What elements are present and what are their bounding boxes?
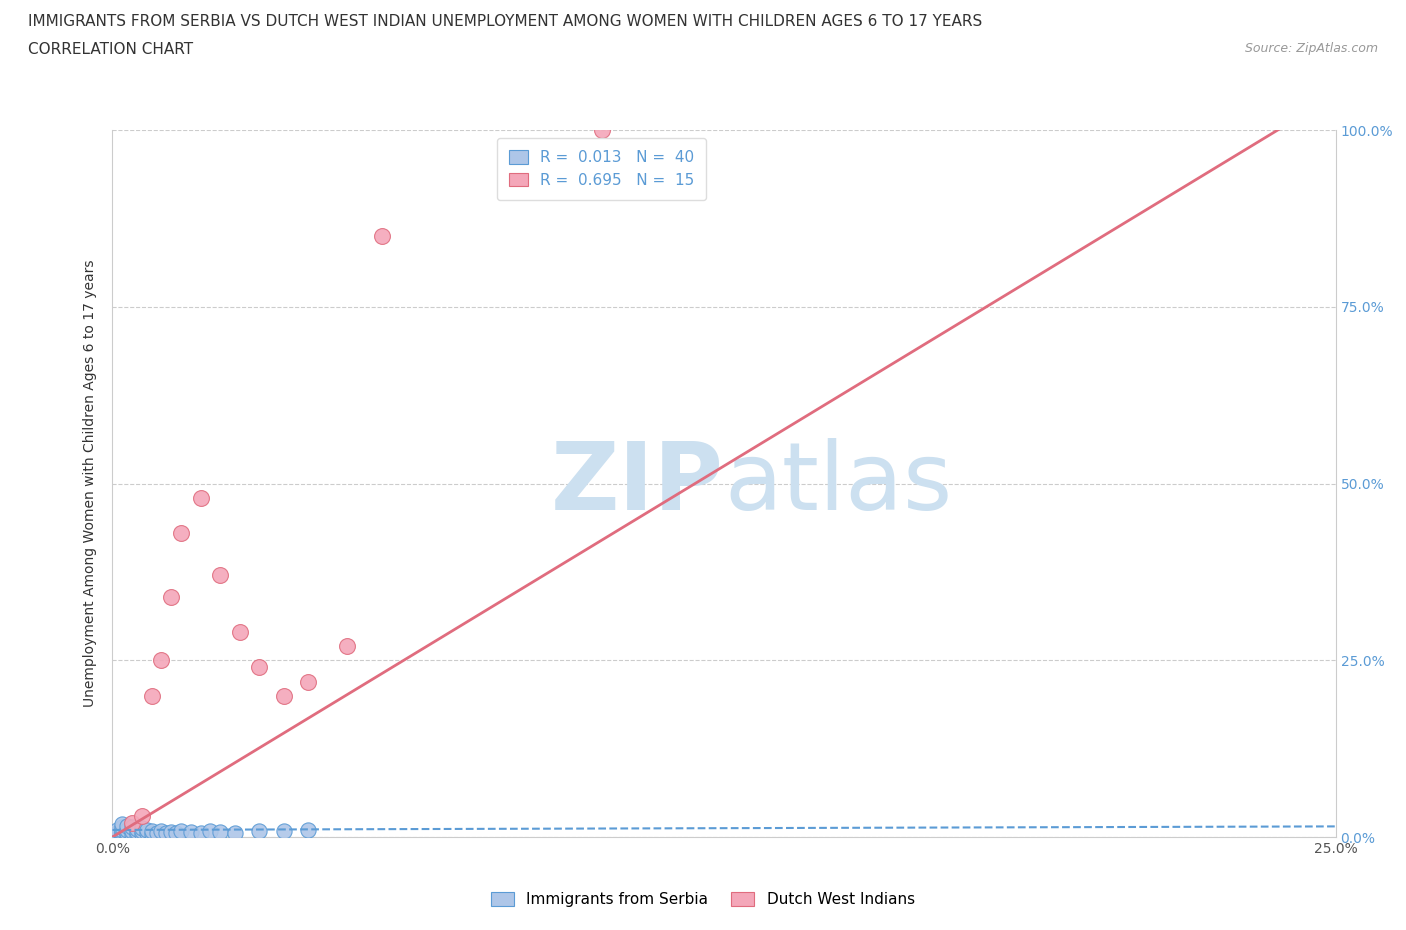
Point — [121, 819, 143, 834]
Point — [155, 825, 177, 840]
Point — [370, 229, 392, 244]
Point — [121, 816, 143, 830]
Y-axis label: Unemployment Among Women with Children Ages 6 to 17 years: Unemployment Among Women with Children A… — [83, 259, 97, 708]
Point — [165, 826, 187, 841]
Point — [209, 825, 232, 840]
Point — [105, 828, 128, 843]
Text: ZIP: ZIP — [551, 438, 724, 529]
Legend: R =  0.013   N =  40, R =  0.695   N =  15: R = 0.013 N = 40, R = 0.695 N = 15 — [498, 138, 706, 200]
Point — [135, 826, 157, 841]
Point — [190, 825, 212, 840]
Text: Source: ZipAtlas.com: Source: ZipAtlas.com — [1244, 42, 1378, 55]
Point — [170, 525, 193, 540]
Point — [115, 828, 138, 843]
Point — [135, 822, 157, 837]
Point — [141, 688, 163, 703]
Point — [336, 639, 359, 654]
Point — [115, 825, 138, 840]
Point — [247, 824, 270, 839]
Point — [150, 824, 173, 839]
Point — [170, 824, 193, 839]
Point — [131, 827, 153, 842]
Point — [115, 822, 138, 837]
Point — [111, 825, 134, 840]
Point — [121, 827, 143, 842]
Point — [297, 822, 319, 837]
Point — [228, 625, 250, 640]
Point — [125, 828, 148, 843]
Point — [591, 123, 613, 138]
Point — [190, 490, 212, 505]
Point — [131, 824, 153, 839]
Point — [111, 827, 134, 842]
Point — [160, 825, 183, 840]
Point — [145, 825, 167, 840]
Point — [224, 825, 246, 840]
Legend: Immigrants from Serbia, Dutch West Indians: Immigrants from Serbia, Dutch West India… — [485, 885, 921, 913]
Point — [141, 827, 163, 842]
Point — [115, 819, 138, 834]
Point — [209, 568, 232, 583]
Point — [297, 674, 319, 689]
Point — [180, 825, 202, 840]
Point — [273, 823, 295, 838]
Point — [141, 823, 163, 838]
Text: atlas: atlas — [724, 438, 952, 529]
Point — [200, 824, 222, 839]
Point — [111, 828, 134, 843]
Point — [105, 825, 128, 840]
Point — [131, 808, 153, 823]
Point — [150, 653, 173, 668]
Text: CORRELATION CHART: CORRELATION CHART — [28, 42, 193, 57]
Point — [111, 819, 134, 834]
Point — [121, 824, 143, 839]
Point — [105, 822, 128, 837]
Text: IMMIGRANTS FROM SERBIA VS DUTCH WEST INDIAN UNEMPLOYMENT AMONG WOMEN WITH CHILDR: IMMIGRANTS FROM SERBIA VS DUTCH WEST IND… — [28, 14, 983, 29]
Point — [125, 825, 148, 840]
Point — [111, 822, 134, 837]
Point — [247, 660, 270, 675]
Point — [160, 590, 183, 604]
Point — [131, 820, 153, 835]
Point — [125, 821, 148, 836]
Point — [273, 688, 295, 703]
Point — [111, 817, 134, 831]
